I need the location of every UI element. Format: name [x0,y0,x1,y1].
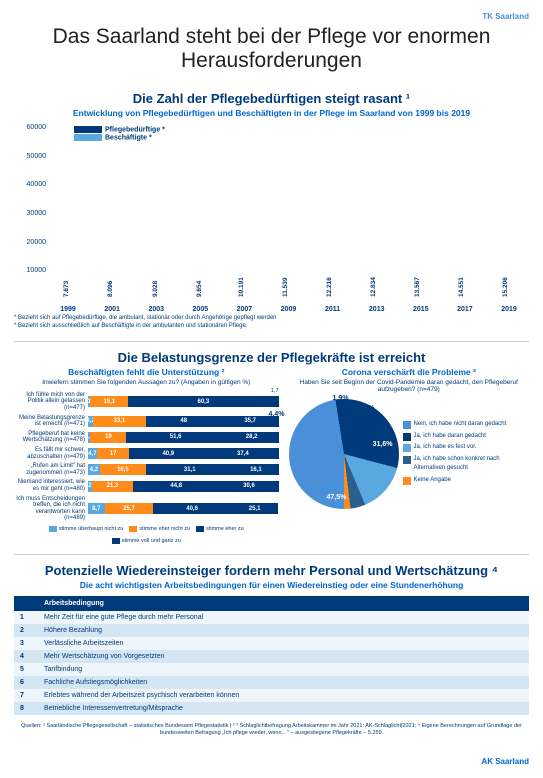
table-row: 7Erlebtes während der Arbeitszeit psychi… [14,689,529,702]
pie-panel: Corona verschärft die Probleme ³ Haben S… [289,367,529,544]
section-barchart: Die Zahl der Pflegebedürftigen steigt ra… [14,83,529,342]
table-row: 8Betriebliche Interessenvertretung/Mitsp… [14,702,529,715]
table-row: 5Tarifbindung [14,663,529,676]
sec1-heading: Die Zahl der Pflegebedürftigen steigt ra… [14,91,529,106]
sec3-heading: Potenzielle Wiedereinsteiger fordern meh… [14,563,529,578]
sources: Quellen: ¹ Saarländische Pflegegesellsch… [14,723,529,737]
right-title: Corona verschärft die Probleme ³ [289,367,529,377]
brand-top: TK Saarland [14,12,529,21]
section-middle: Die Belastungsgrenze der Pflegekräfte is… [14,342,529,555]
table-row: 2Höhere Bezahlung [14,624,529,637]
left-title: Beschäftigten fehlt die Unterstützung ² [14,367,279,377]
table-row: 1Mehr Zeit für eine gute Pflege durch me… [14,611,529,624]
section-table: Potenzielle Wiedereinsteiger fordern meh… [14,555,529,747]
stacked-bars-panel: Beschäftigten fehlt die Unterstützung ² … [14,367,279,544]
table-row: 4Mehr Wertschätzung von Vorgesetzten [14,650,529,663]
table-row: 3Verlässliche Arbeitszeiten [14,637,529,650]
sec1-footnote: * Bezieht sich auf Pflegebedürftige, die… [14,315,529,331]
bar-chart: Pflegebedürftige * Beschäftigte * 100002… [14,124,529,299]
bar-legend: Pflegebedürftige * Beschäftigte * [74,126,165,141]
pie-chart: 47,5% 31,6% 14,6% 4,4% 1,9% [289,399,399,509]
stacked-legend: stimme überhaupt nicht zustimme eher nic… [14,526,279,544]
conditions-table: Arbeitsbedingung 1Mehr Zeit für eine gut… [14,596,529,715]
sec1-sub: Entwicklung von Pflegebedürftigen und Be… [14,108,529,118]
sec3-sub: Die acht wichtigsten Arbeitsbedingungen … [14,580,529,590]
y-axis-ticks: 100002000030000400005000060000 [14,124,46,274]
pie-legend: Nein, ich habe nicht daran gedachtJa, ic… [403,420,529,488]
left-question: Inwiefern stimmen Sie folgenden Aussagen… [14,379,279,386]
table-row: 6Fachliche Aufstiegsmöglichkeiten [14,676,529,689]
sec2-heading: Die Belastungsgrenze der Pflegekräfte is… [14,350,529,365]
main-title: Das Saarland steht bei der Pflege vor en… [14,25,529,73]
right-question: Haben Sie seit Beginn der Covid-Pandemie… [289,379,529,393]
brand-bottom: AK Saarland [14,757,529,766]
